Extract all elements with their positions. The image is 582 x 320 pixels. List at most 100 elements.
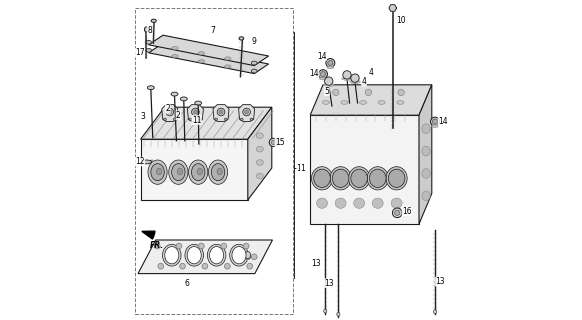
Circle shape — [215, 118, 218, 121]
Ellipse shape — [335, 198, 346, 208]
Ellipse shape — [350, 80, 360, 84]
Ellipse shape — [349, 167, 370, 190]
Ellipse shape — [256, 133, 263, 139]
Ellipse shape — [351, 169, 367, 188]
Polygon shape — [213, 105, 229, 122]
Ellipse shape — [225, 57, 231, 60]
Polygon shape — [248, 107, 272, 200]
Circle shape — [392, 208, 402, 218]
Ellipse shape — [146, 48, 151, 52]
Text: 17: 17 — [135, 48, 145, 57]
Ellipse shape — [341, 100, 348, 104]
Text: 14: 14 — [438, 117, 448, 126]
Polygon shape — [162, 105, 178, 122]
Circle shape — [221, 243, 226, 249]
Text: 1: 1 — [300, 164, 305, 172]
Ellipse shape — [187, 247, 201, 264]
Ellipse shape — [178, 168, 183, 175]
Ellipse shape — [314, 169, 331, 188]
Ellipse shape — [195, 101, 201, 105]
Circle shape — [243, 108, 250, 116]
Ellipse shape — [211, 164, 225, 181]
Circle shape — [202, 263, 208, 269]
Ellipse shape — [172, 164, 185, 181]
Ellipse shape — [320, 77, 327, 80]
Polygon shape — [419, 85, 432, 224]
Ellipse shape — [208, 160, 228, 184]
Text: 5: 5 — [324, 87, 329, 96]
Ellipse shape — [172, 54, 178, 58]
Circle shape — [328, 60, 333, 66]
Circle shape — [325, 77, 333, 85]
Circle shape — [365, 89, 372, 96]
Text: 16: 16 — [402, 207, 411, 216]
Ellipse shape — [256, 160, 263, 165]
Circle shape — [250, 118, 253, 121]
Ellipse shape — [324, 309, 327, 313]
Ellipse shape — [151, 164, 164, 181]
Polygon shape — [148, 43, 269, 74]
Ellipse shape — [198, 60, 205, 63]
Ellipse shape — [162, 244, 181, 266]
Circle shape — [219, 110, 223, 114]
Circle shape — [271, 140, 276, 145]
Ellipse shape — [217, 168, 222, 175]
Ellipse shape — [148, 160, 167, 184]
Text: 4: 4 — [368, 68, 374, 76]
Ellipse shape — [378, 100, 385, 104]
Circle shape — [395, 210, 400, 215]
Ellipse shape — [422, 191, 430, 201]
Circle shape — [225, 118, 227, 121]
Ellipse shape — [172, 46, 178, 50]
Text: 2: 2 — [176, 111, 181, 120]
Ellipse shape — [360, 100, 367, 104]
Circle shape — [180, 263, 186, 269]
Text: 13: 13 — [311, 260, 321, 268]
Circle shape — [332, 89, 339, 96]
Ellipse shape — [434, 310, 436, 314]
Text: 8: 8 — [147, 26, 152, 35]
Text: 12: 12 — [135, 157, 145, 166]
Circle shape — [176, 243, 182, 249]
Circle shape — [166, 108, 173, 116]
Text: 11: 11 — [192, 116, 201, 124]
Polygon shape — [141, 107, 272, 139]
Ellipse shape — [239, 37, 244, 40]
Circle shape — [321, 72, 325, 77]
Polygon shape — [310, 115, 419, 224]
FancyArrow shape — [142, 231, 155, 239]
Ellipse shape — [198, 52, 205, 55]
Ellipse shape — [324, 83, 334, 86]
Ellipse shape — [256, 146, 263, 152]
Ellipse shape — [422, 124, 430, 133]
Ellipse shape — [372, 198, 383, 208]
Ellipse shape — [169, 160, 188, 184]
Circle shape — [244, 110, 249, 114]
Ellipse shape — [180, 97, 187, 101]
Circle shape — [269, 138, 278, 147]
Ellipse shape — [256, 173, 263, 179]
Ellipse shape — [342, 77, 352, 80]
Ellipse shape — [144, 27, 148, 32]
Circle shape — [398, 89, 404, 96]
Ellipse shape — [141, 160, 151, 164]
Ellipse shape — [317, 198, 328, 208]
Ellipse shape — [147, 86, 154, 90]
Text: 4: 4 — [361, 77, 367, 86]
Text: 10: 10 — [396, 16, 406, 25]
Ellipse shape — [422, 169, 430, 178]
Circle shape — [189, 118, 192, 121]
Circle shape — [240, 118, 243, 121]
Text: 14: 14 — [317, 52, 327, 60]
Ellipse shape — [251, 69, 257, 73]
Circle shape — [343, 71, 351, 79]
Ellipse shape — [191, 164, 205, 181]
Circle shape — [225, 263, 230, 269]
Circle shape — [432, 119, 438, 124]
Ellipse shape — [165, 247, 179, 264]
Ellipse shape — [189, 160, 208, 184]
Ellipse shape — [245, 252, 251, 259]
Circle shape — [173, 118, 176, 121]
Ellipse shape — [251, 61, 257, 65]
Ellipse shape — [370, 169, 386, 188]
